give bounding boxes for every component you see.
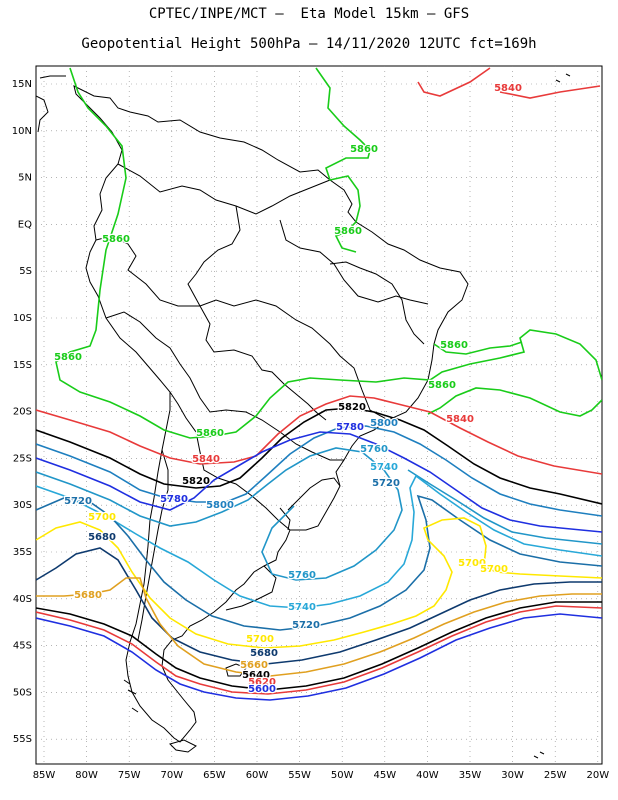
height-contours bbox=[36, 67, 602, 701]
longitude-label: 40W bbox=[416, 770, 439, 781]
latitude-label: 15N bbox=[12, 79, 32, 90]
contour-label: 5860 bbox=[428, 380, 456, 391]
longitude-label: 35W bbox=[459, 770, 482, 781]
contour-label: 5780 bbox=[160, 494, 188, 505]
longitude-label: 45W bbox=[373, 770, 396, 781]
contour-5840-south-inner bbox=[36, 395, 602, 475]
contour-label: 5840 bbox=[192, 454, 220, 465]
contour-label: 5860 bbox=[196, 428, 224, 439]
contour-5660 bbox=[36, 577, 602, 677]
longitude-label: 20W bbox=[586, 770, 609, 781]
contour-label: 5640 bbox=[242, 670, 270, 681]
contour-label: 5720 bbox=[292, 620, 320, 631]
latitude-label: 40S bbox=[13, 594, 32, 605]
longitude-labels: 85W 80W 75W 70W 65W 60W 55W 50W 45W 40W 35W 30W 25W 2… bbox=[33, 770, 610, 781]
contour-label: 5660 bbox=[240, 660, 268, 671]
contour-5860-east bbox=[427, 387, 602, 417]
longitude-label: 80W bbox=[75, 770, 98, 781]
contour-5860-atlantic bbox=[433, 341, 523, 355]
latitude-label: 50S bbox=[13, 687, 32, 698]
longitude-label: 60W bbox=[246, 770, 269, 781]
contour-label: 5740 bbox=[288, 602, 316, 613]
latitude-label: 55S bbox=[13, 734, 32, 745]
map-title-line2: Geopotential Height 500hPa – 14/11/2020 … bbox=[81, 36, 537, 52]
contour-label: 5700 bbox=[458, 558, 486, 569]
contour-label: 5860 bbox=[102, 234, 130, 245]
longitude-label: 75W bbox=[118, 770, 141, 781]
contour-5740 bbox=[36, 474, 602, 609]
contour-label: 5680 bbox=[250, 648, 278, 659]
contour-label: 5820 bbox=[182, 476, 210, 487]
contour-label: 5720 bbox=[372, 478, 400, 489]
latitude-label: 25S bbox=[13, 453, 32, 464]
latitude-label: 45S bbox=[13, 641, 32, 652]
latitude-label: 5S bbox=[19, 266, 32, 277]
longitude-label: 25W bbox=[544, 770, 567, 781]
latitude-label: 10N bbox=[12, 126, 32, 137]
contour-label: 5600 bbox=[248, 684, 276, 695]
contour-5760-east bbox=[407, 469, 602, 545]
contour-5640 bbox=[36, 601, 602, 691]
contour-5820 bbox=[36, 407, 602, 505]
contour-label: 5820 bbox=[338, 402, 366, 413]
longitude-label: 85W bbox=[33, 770, 56, 781]
contour-5800 bbox=[36, 425, 602, 517]
contour-label: 5860 bbox=[350, 144, 378, 155]
contour-label: 5860 bbox=[440, 340, 468, 351]
contour-label: 5700 bbox=[246, 634, 274, 645]
latitude-label: 10S bbox=[13, 313, 32, 324]
latitude-label: 5N bbox=[18, 173, 32, 184]
contour-label: 5700 bbox=[480, 564, 508, 575]
contour-label: 5840 bbox=[446, 414, 474, 425]
contour-label: 5760 bbox=[360, 444, 388, 455]
contour-label: 5780 bbox=[336, 422, 364, 433]
contour-label: 5680 bbox=[88, 532, 116, 543]
latitude-label: EQ bbox=[18, 219, 32, 230]
contour-5720 bbox=[36, 494, 602, 631]
contour-5680 bbox=[36, 547, 602, 665]
contour-label: 5860 bbox=[334, 226, 362, 237]
contour-5620 bbox=[36, 605, 602, 695]
contour-label: 5740 bbox=[370, 462, 398, 473]
latitude-label: 15S bbox=[13, 360, 32, 371]
longitude-label: 55W bbox=[288, 770, 311, 781]
contour-5840-north bbox=[417, 67, 601, 99]
latitude-label: 30S bbox=[13, 500, 32, 511]
longitude-label: 50W bbox=[331, 770, 354, 781]
contour-5860-north bbox=[55, 67, 602, 439]
contour-5780 bbox=[36, 431, 602, 533]
latitude-labels: 15N 10N 5N EQ 5S 10S 15S 20S 25S 30S 35S 40S 45S 50S 5… bbox=[12, 79, 32, 745]
contour-5860-amazon bbox=[315, 67, 371, 253]
contour-label: 5860 bbox=[54, 352, 82, 363]
contour-label: 5700 bbox=[88, 512, 116, 523]
contour-label: 5800 bbox=[370, 418, 398, 429]
longitude-label: 70W bbox=[160, 770, 183, 781]
longitude-label: 30W bbox=[501, 770, 524, 781]
contour-5760 bbox=[36, 447, 403, 581]
latitude-label: 20S bbox=[13, 407, 32, 418]
contour-label: 5760 bbox=[288, 570, 316, 581]
coastlines bbox=[36, 73, 571, 759]
longitude-label: 65W bbox=[203, 770, 226, 781]
contour-labels: 5840 5860 5860 5860 5860 5860 5860 5820 5840 5800… bbox=[53, 82, 523, 697]
contour-label: 5720 bbox=[64, 496, 92, 507]
contour-5700 bbox=[36, 517, 602, 649]
contour-label: 5620 bbox=[248, 677, 276, 688]
map-title-line1: CPTEC/INPE/MCT – Eta Model 15km – GFS bbox=[148, 6, 470, 22]
contour-label: 5680 bbox=[74, 590, 102, 601]
latitude-label: 35S bbox=[13, 547, 32, 558]
contour-label: 5800 bbox=[206, 500, 234, 511]
contour-label: 5840 bbox=[494, 83, 522, 94]
contour-5600 bbox=[36, 613, 602, 701]
